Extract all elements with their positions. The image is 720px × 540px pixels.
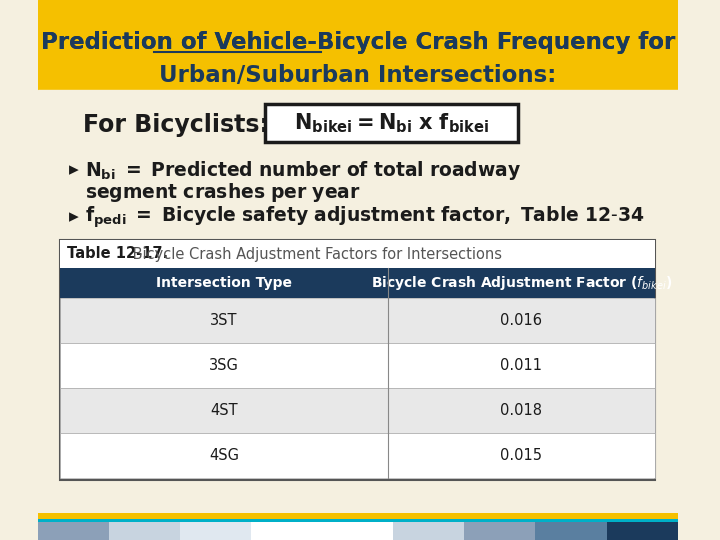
Text: Bicycle Crash Adjustment Factor ($f_{bikei}$): Bicycle Crash Adjustment Factor ($f_{bik…	[371, 274, 672, 292]
Text: 4SG: 4SG	[209, 448, 239, 463]
Text: $\mathbf{segment\ crashes\ per\ year}$: $\mathbf{segment\ crashes\ per\ year}$	[85, 181, 361, 205]
Bar	[60, 240, 655, 268]
Text: Prediction of Vehicle-Bicycle Crash Frequency for: Prediction of Vehicle-Bicycle Crash Freq…	[41, 31, 675, 55]
Bar	[60, 343, 655, 388]
Text: 3SG: 3SG	[209, 358, 239, 373]
Text: Table 12-17.: Table 12-17.	[68, 246, 168, 261]
Bar	[38, 90, 678, 480]
Bar	[606, 522, 678, 540]
Bar	[60, 388, 655, 433]
Bar	[60, 433, 655, 478]
Bar	[60, 240, 655, 480]
Text: 4ST: 4ST	[210, 403, 238, 418]
Text: ▸: ▸	[69, 207, 79, 226]
Text: $\mathbf{N_{bi}}$$\mathbf{\ =\ }$$\mathbf{Predicted\ number\ of\ total\ roadway}: $\mathbf{N_{bi}}$$\mathbf{\ =\ }$$\mathb…	[85, 159, 521, 181]
Text: 0.018: 0.018	[500, 403, 542, 418]
Text: Intersection Type: Intersection Type	[156, 276, 292, 290]
Bar	[38, 519, 678, 523]
Text: 0.015: 0.015	[500, 448, 542, 463]
Bar	[536, 522, 606, 540]
Bar	[60, 298, 655, 343]
Bar	[38, 513, 678, 519]
Text: ▸: ▸	[69, 160, 79, 179]
Bar	[60, 268, 655, 298]
Bar	[464, 522, 536, 540]
Bar	[265, 104, 518, 142]
Text: 3ST: 3ST	[210, 313, 238, 328]
Text: 0.011: 0.011	[500, 358, 542, 373]
Text: For Bicyclists:: For Bicyclists:	[83, 113, 269, 137]
Bar	[251, 522, 323, 540]
Text: $\mathbf{N_{bikei}}$$\mathbf{ = N_{bi}\ x\ f_{bikei}}$: $\mathbf{N_{bikei}}$$\mathbf{ = N_{bi}\ …	[294, 111, 489, 135]
Bar	[180, 522, 251, 540]
Text: $\mathbf{f_{pedi}}$$\mathbf{\ =\ Bicycle\ safety\ adjustment\ factor,\ Table\ 12: $\mathbf{f_{pedi}}$$\mathbf{\ =\ Bicycle…	[85, 204, 644, 230]
Text: 0.016: 0.016	[500, 313, 542, 328]
Bar	[323, 522, 393, 540]
Bar	[393, 522, 464, 540]
Bar	[38, 0, 678, 90]
Text: Urban/Suburban Intersections:: Urban/Suburban Intersections:	[159, 64, 557, 86]
Text: Prediction of Vehicle-Bicycle Crash Frequency for: Prediction of Vehicle-Bicycle Crash Freq…	[41, 31, 675, 55]
Text: Bicycle Crash Adjustment Factors for Intersections: Bicycle Crash Adjustment Factors for Int…	[128, 246, 502, 261]
Bar	[109, 522, 180, 540]
Bar	[38, 522, 109, 540]
